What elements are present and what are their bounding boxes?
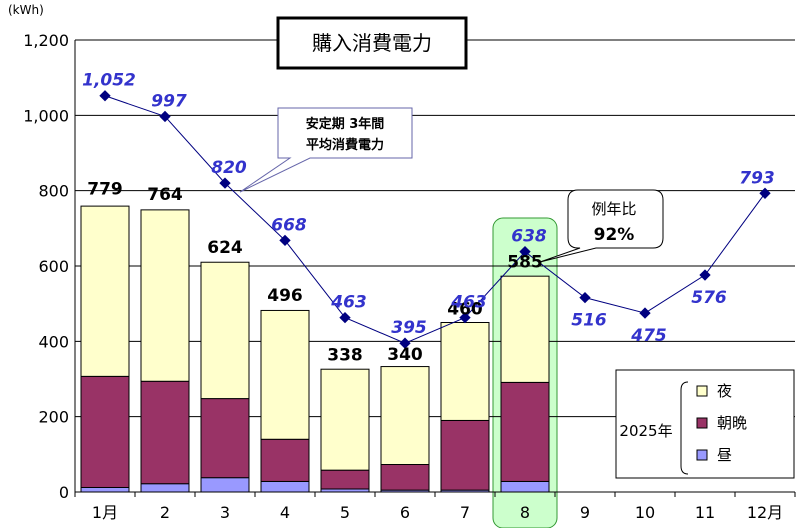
y-tick-label: 200 bbox=[38, 408, 69, 427]
y-tick-label: 600 bbox=[38, 257, 69, 276]
x-tick-label: 2 bbox=[160, 503, 170, 522]
avg-callout-line1: 安定期 3年間 bbox=[306, 116, 385, 132]
x-tick-label: 12月 bbox=[747, 503, 783, 522]
legend-label: 夜 bbox=[717, 382, 732, 400]
line-point-label: 516 bbox=[571, 311, 607, 331]
bar-total-label: 585 bbox=[507, 253, 543, 273]
x-tick-label: 5 bbox=[340, 503, 350, 522]
y-unit-label: (kWh) bbox=[8, 3, 44, 17]
line-point bbox=[99, 90, 111, 102]
x-tick-label: 9 bbox=[580, 503, 590, 522]
bar-segment-朝晩 bbox=[380, 464, 430, 491]
bar-total-label: 340 bbox=[387, 345, 423, 365]
ratio-callout: 例年比 92% bbox=[539, 189, 664, 263]
bar-segment-朝晩 bbox=[80, 375, 130, 488]
x-tick-label: 3 bbox=[220, 503, 230, 522]
bar-segment-朝晩 bbox=[200, 398, 250, 479]
bar-segment-朝晩 bbox=[140, 380, 190, 485]
bar-total-label: 764 bbox=[147, 185, 183, 205]
line-point-label: 668 bbox=[271, 215, 307, 235]
x-tick-label: 1月 bbox=[92, 503, 118, 522]
x-tick-label: 7 bbox=[460, 503, 470, 522]
x-tick-label: 10 bbox=[635, 503, 655, 522]
bar-segment-夜 bbox=[260, 309, 310, 440]
chart-title: 購入消費電力 bbox=[312, 31, 432, 55]
legend-label: 昼 bbox=[717, 446, 732, 464]
bar-segment-夜 bbox=[380, 366, 430, 466]
line-point bbox=[759, 187, 771, 199]
ratio-label: 例年比 bbox=[591, 200, 636, 218]
avg-callout: 安定期 3年間 平均消費電力 bbox=[239, 107, 413, 193]
line-point bbox=[519, 246, 531, 258]
bar-segment-昼 bbox=[500, 480, 550, 493]
labels-layer: 779 764 624 496 338 340 460 585 1,052 997 820 668 46… bbox=[82, 71, 775, 366]
bar-segment-朝晩 bbox=[260, 438, 310, 482]
line-layer bbox=[99, 90, 771, 349]
line-point bbox=[339, 311, 351, 324]
avg-callout-line2: 平均消費電力 bbox=[306, 137, 384, 153]
legend-swatch bbox=[696, 417, 708, 429]
y-tick-label: 800 bbox=[38, 182, 69, 201]
line-point bbox=[219, 177, 231, 189]
x-tick-label: 4 bbox=[280, 503, 290, 522]
y-tick-label: 0 bbox=[59, 483, 69, 502]
line-point-label: 463 bbox=[330, 293, 367, 313]
line-point-label: 638 bbox=[511, 227, 547, 247]
bar-total-label: 496 bbox=[267, 286, 303, 306]
chart-title-box: 購入消費電力 bbox=[276, 16, 468, 70]
legend-swatch bbox=[696, 449, 708, 461]
line-point-label: 463 bbox=[450, 293, 487, 313]
bars-layer bbox=[80, 205, 550, 493]
legend-label: 朝晩 bbox=[717, 414, 747, 432]
bar-total-label: 624 bbox=[207, 238, 243, 258]
line-point-label: 997 bbox=[151, 91, 187, 111]
bar-segment-夜 bbox=[80, 205, 130, 377]
bar-segment-昼 bbox=[140, 483, 190, 493]
line-point bbox=[579, 291, 591, 304]
bar-segment-夜 bbox=[440, 322, 490, 421]
line-point-label: 475 bbox=[630, 326, 667, 346]
line-point-label: 793 bbox=[739, 168, 775, 188]
line-point bbox=[399, 337, 411, 349]
bar-segment-昼 bbox=[80, 486, 130, 493]
y-tick-label: 1,200 bbox=[23, 31, 69, 50]
axis-layer: 0 200 400 600 800 1,000 1,200 (kWh) 1月 2 3 4 5 6 7 8 9 10… bbox=[8, 3, 796, 522]
bar-segment-朝晩 bbox=[500, 381, 550, 482]
line-point-label: 820 bbox=[211, 158, 247, 178]
bar-total-label: 779 bbox=[87, 180, 123, 200]
bar-total-label: 460 bbox=[447, 300, 483, 320]
line-point bbox=[639, 307, 651, 319]
line-point-label: 576 bbox=[691, 288, 727, 308]
bar-segment-昼 bbox=[200, 477, 250, 493]
bar-segment-昼 bbox=[260, 480, 310, 493]
y-tick-label: 1,000 bbox=[23, 106, 69, 125]
line-point bbox=[459, 311, 471, 324]
bar-segment-夜 bbox=[200, 261, 250, 400]
bar-segment-夜 bbox=[500, 275, 550, 383]
x-tick-label: 11 bbox=[695, 503, 715, 522]
bar-segment-朝晩 bbox=[320, 469, 370, 490]
bar-segment-夜 bbox=[140, 209, 190, 382]
legend-swatch bbox=[696, 385, 708, 397]
line-point-label: 1,052 bbox=[82, 71, 136, 91]
line-point bbox=[699, 269, 711, 281]
line-point-label: 395 bbox=[391, 318, 427, 338]
legend-year: 2025年 bbox=[619, 422, 672, 440]
bar-segment-朝晩 bbox=[440, 419, 490, 491]
y-tick-label: 400 bbox=[38, 332, 69, 351]
ratio-value: 92% bbox=[594, 225, 635, 245]
line-series bbox=[104, 95, 766, 344]
x-tick-label: 6 bbox=[400, 503, 410, 522]
bar-segment-夜 bbox=[320, 368, 370, 471]
line-point bbox=[279, 234, 291, 247]
x-tick-label: 8 bbox=[520, 503, 530, 522]
bar-total-label: 338 bbox=[327, 346, 363, 366]
